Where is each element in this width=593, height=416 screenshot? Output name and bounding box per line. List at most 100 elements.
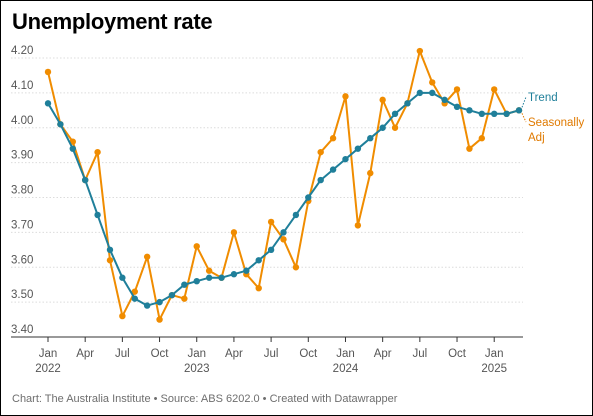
y-tick-label: 3.60 [11,254,33,266]
x-tick-year: 2024 [333,363,359,375]
seasonally-adj-point [267,218,275,226]
trend-point [44,100,52,107]
seasonally-adj-point [466,145,473,152]
seasonally-adj-point [119,312,126,320]
seasonally-adj-point [416,47,424,55]
trend-point [379,124,386,131]
trend-point [416,89,424,97]
seasonally-adj-point [478,135,486,142]
trend-point [218,274,225,281]
trend-point [193,278,200,285]
seasonally-adj-point [453,86,461,93]
trend-point [181,281,188,288]
trend-point [329,166,337,173]
seasonally-adj-point [143,253,151,260]
y-tick-label: 3.90 [11,150,33,162]
x-tick-label: Oct [299,348,318,360]
x-tick-label: Oct [448,348,467,360]
seasonally-adj-point [391,124,399,131]
y-tick-label: 4.20 [11,45,33,57]
seasonally-adj-point [193,243,200,250]
trend-point [156,298,163,306]
seasonally-adj-point [69,138,76,145]
trend-point [342,155,349,163]
y-tick-label: 4.00 [11,115,33,127]
trend-point [69,145,76,152]
trend-point [404,100,411,107]
trend-point [478,110,486,118]
seasonally-adj-point [354,222,362,229]
trend-point [280,229,287,236]
trend-point [119,274,126,281]
seasonally-adj-point [44,68,52,76]
trend-point [267,246,275,254]
trend-point [131,295,138,302]
y-tick-label: 3.40 [11,324,33,336]
x-tick-year: 2023 [184,363,210,375]
y-tick-label: 3.50 [11,289,33,301]
y-tick-label: 4.10 [11,80,33,92]
trend-point [81,176,89,184]
trend-point [453,103,461,111]
trend-point [230,271,238,278]
x-tick-label: Jul [412,348,427,360]
seasonally-adj-point [379,96,386,104]
trend-point [292,211,300,219]
seasonally-adj-line [47,50,520,321]
legend-connector [521,96,527,108]
x-tick-label: Apr [76,348,94,360]
trend-point [491,110,498,118]
x-tick-label: Jan [39,348,58,360]
trend-point [391,110,399,118]
series-label: Seasonally [528,117,585,129]
seasonally-adj-point [280,236,287,243]
x-tick-label: Jul [264,348,279,360]
trend-point [354,145,362,152]
seasonally-adj-point [131,288,138,295]
trend-point [168,291,176,299]
seasonally-adj-point [329,135,337,142]
x-tick-label: Apr [374,348,392,360]
x-tick-label: Jul [115,348,130,360]
seasonally-adj-point [94,148,101,156]
seasonally-adj-point [106,257,114,264]
seasonally-adj-point [230,229,238,236]
trend-point [367,135,374,142]
trend-point [205,274,213,281]
seasonally-adj-point [205,267,213,274]
trend-point [143,302,151,309]
seasonally-adj-point [181,295,188,302]
trend-point [305,194,312,201]
x-tick-label: Oct [151,348,170,360]
chart-title: Unemployment rate [12,9,213,34]
x-tick-label: Jan [187,348,206,360]
trend-point [243,267,250,274]
series-label: Trend [528,92,558,104]
series-label: Adj [528,132,545,144]
seasonally-adj-point [317,148,324,156]
trend-point [429,89,436,97]
x-tick-label: Jan [485,348,504,360]
trend-line [47,91,520,307]
trend-point [466,107,473,114]
trend-point [317,176,324,184]
seasonally-adj-point [255,284,262,292]
trend-point [106,246,114,254]
y-tick-label: 3.70 [11,219,33,231]
trend-point [441,96,448,104]
x-tick-year: 2022 [35,363,61,375]
trend-point [503,110,510,118]
seasonally-adj-point [156,316,163,323]
seasonally-adj-point [342,93,349,100]
seasonally-adj-point [429,79,436,86]
seasonally-adj-point [491,86,498,93]
trend-point [515,107,523,114]
trend-point [57,121,64,128]
trend-point [94,211,101,219]
y-tick-label: 3.80 [11,185,33,197]
x-tick-label: Jan [336,348,355,360]
seasonally-adj-point [367,169,374,177]
seasonally-adj-point [292,264,300,271]
